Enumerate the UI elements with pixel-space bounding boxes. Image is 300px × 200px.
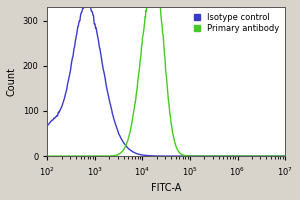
X-axis label: FITC-A: FITC-A [151,183,182,193]
Legend: Isotype control, Primary antibody: Isotype control, Primary antibody [192,11,281,35]
Y-axis label: Count: Count [7,67,17,96]
